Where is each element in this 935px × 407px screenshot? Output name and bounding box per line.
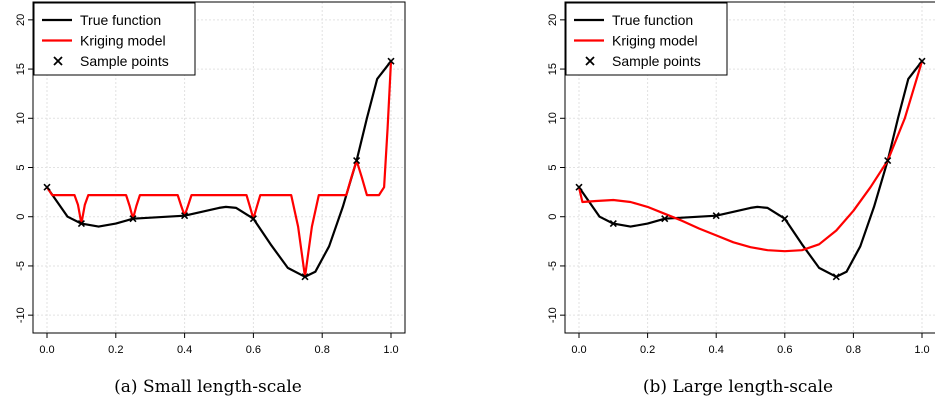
series-line-true-function xyxy=(578,60,923,278)
y-tick-label: 20 xyxy=(15,14,27,26)
sample-point xyxy=(77,220,85,228)
x-tick-label: 0.4 xyxy=(709,344,724,356)
sample-point-stroke xyxy=(712,212,720,220)
x-tick-label: 0.2 xyxy=(640,344,655,356)
y-tick-label: -10 xyxy=(547,307,559,323)
x-tick-label: 1.0 xyxy=(914,344,929,356)
sample-point-stroke xyxy=(918,57,926,65)
chart-panel-1: 0.0 0.2 0.4 0.6 0.8 1.0 -10 -5 0 5 10 15 20 True func… xyxy=(15,1,406,397)
y-tick-label: 5 xyxy=(15,164,27,170)
x-tick-label: 0.8 xyxy=(846,344,861,356)
sample-point xyxy=(249,215,257,223)
sample-point-stroke xyxy=(181,212,189,220)
sample-point-stroke xyxy=(781,215,789,223)
x-tick-label: 0.4 xyxy=(177,344,192,356)
sample-point xyxy=(129,215,137,223)
sample-point xyxy=(353,157,361,165)
y-tick-label: -5 xyxy=(547,261,559,271)
sample-point xyxy=(884,157,892,165)
sample-point-stroke xyxy=(129,215,137,223)
y-tick-label: 20 xyxy=(547,14,559,26)
sample-point xyxy=(301,273,309,281)
sample-point-stroke xyxy=(353,157,361,165)
series-line-kriging-model xyxy=(46,61,393,278)
sample-point xyxy=(832,273,840,281)
legend: True function Kriging model Sample points xyxy=(565,2,728,76)
series-line-true-function xyxy=(46,60,392,278)
series-line-kriging-model xyxy=(577,60,924,253)
chart-panel-2: 0.0 0.2 0.4 0.6 0.8 1.0 -10 -5 0 5 10 15 20 True func… xyxy=(547,1,935,397)
sample-point xyxy=(43,183,51,191)
legend-swatch xyxy=(53,56,63,66)
sample-point xyxy=(387,57,395,65)
y-tick-label: -5 xyxy=(15,261,27,271)
y-tick-label: 10 xyxy=(15,112,27,124)
x-tick-label: 0.0 xyxy=(571,344,586,356)
sample-point-stroke xyxy=(575,183,583,191)
sample-point xyxy=(575,183,583,191)
sample-point xyxy=(918,57,926,65)
legend-label: True function xyxy=(80,12,161,28)
x-tick-label: 0.6 xyxy=(246,344,261,356)
sample-point-stroke xyxy=(661,215,669,223)
x-tick-label: 0.6 xyxy=(777,344,792,356)
x-tick-label: 0.0 xyxy=(39,344,54,356)
sample-point-stroke xyxy=(884,157,892,165)
legend-label: Sample points xyxy=(612,53,701,69)
sample-point-stroke xyxy=(387,57,395,65)
x-tick-label: 0.8 xyxy=(315,344,330,356)
sample-point-stroke xyxy=(301,273,309,281)
legend-label: Kriging model xyxy=(80,33,166,49)
y-tick-label: 0 xyxy=(15,214,27,220)
sample-point-stroke xyxy=(77,220,85,228)
figure-caption: (b) Large length-scale xyxy=(643,377,833,397)
legend-label: Kriging model xyxy=(612,33,698,49)
y-tick-label: -10 xyxy=(15,307,27,323)
legend-label: True function xyxy=(612,12,693,28)
sample-point xyxy=(712,212,720,220)
y-tick-label: 15 xyxy=(15,63,27,75)
sample-point-stroke xyxy=(43,183,51,191)
y-tick-label: 0 xyxy=(547,214,559,220)
y-tick-label: 10 xyxy=(547,112,559,124)
sample-point xyxy=(661,215,669,223)
legend-swatch xyxy=(585,56,595,66)
y-tick-label: 15 xyxy=(547,63,559,75)
sample-point-stroke xyxy=(609,220,617,228)
sample-point xyxy=(181,212,189,220)
sample-point-stroke xyxy=(249,215,257,223)
legend-label: Sample points xyxy=(80,53,169,69)
y-tick-label: 5 xyxy=(547,164,559,170)
sample-point xyxy=(609,220,617,228)
legend: True function Kriging model Sample points xyxy=(33,2,196,76)
figure-caption: (a) Small length-scale xyxy=(114,377,302,397)
sample-point-stroke xyxy=(832,273,840,281)
x-tick-label: 1.0 xyxy=(383,344,398,356)
sample-point xyxy=(781,215,789,223)
x-tick-label: 0.2 xyxy=(108,344,123,356)
